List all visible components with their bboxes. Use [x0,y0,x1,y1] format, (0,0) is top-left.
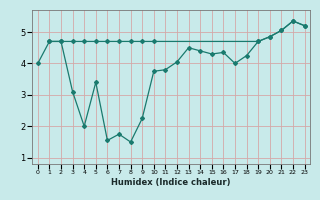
X-axis label: Humidex (Indice chaleur): Humidex (Indice chaleur) [111,178,231,187]
